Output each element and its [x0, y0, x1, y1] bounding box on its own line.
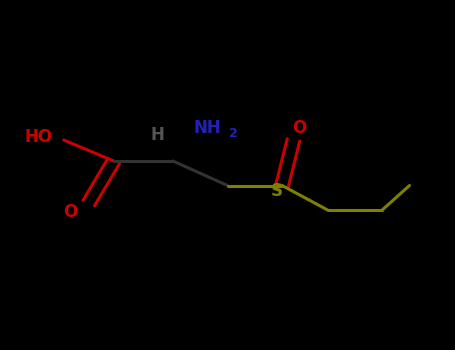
Text: 2: 2 [228, 127, 238, 140]
Text: S: S [271, 182, 283, 200]
Text: O: O [63, 203, 78, 221]
Text: NH: NH [193, 119, 221, 137]
Text: H: H [150, 126, 164, 144]
Text: HO: HO [25, 128, 53, 146]
Text: O: O [292, 119, 307, 137]
